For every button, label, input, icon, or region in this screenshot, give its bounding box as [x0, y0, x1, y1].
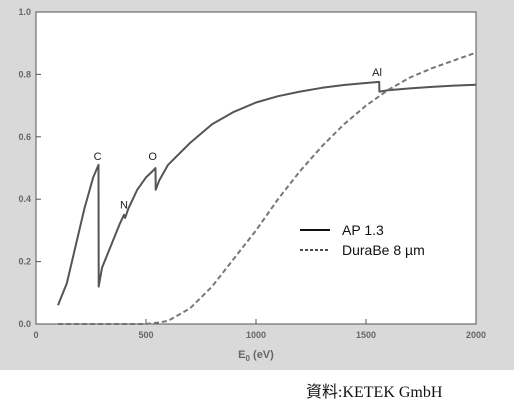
- x-axis-label-unit: (eV): [250, 349, 274, 361]
- x-tick-label: 500: [138, 330, 153, 340]
- series-line-durabe: [58, 51, 477, 325]
- edge-annotation-o: O: [148, 151, 157, 163]
- y-tick-label: 0.0: [18, 319, 31, 329]
- legend: AP 1.3 DuraBe 8 µm: [300, 222, 425, 258]
- chart-frame: 0 500 1000 1500 2000 0.0 0.2 0.4 0.6 0.8 1.0 C N O Al…: [0, 0, 514, 370]
- x-tick-label: 2000: [466, 330, 486, 340]
- x-tick-label: 0: [33, 330, 38, 340]
- chart-svg: 0 500 1000 1500 2000 0.0 0.2 0.4 0.6 0.8 1.0 C N O Al…: [18, 7, 486, 363]
- legend-label-durabe: DuraBe 8 µm: [342, 242, 425, 258]
- series-line-ap13: [57, 80, 477, 306]
- x-axis-label: E0 (eV): [238, 349, 274, 363]
- x-axis-label-subscript: 0: [246, 354, 251, 363]
- x-tick-label: 1500: [356, 330, 376, 340]
- y-tick-label: 0.6: [18, 132, 31, 142]
- edge-annotation-c: C: [94, 151, 102, 163]
- x-tick-label: 1000: [246, 330, 266, 340]
- x-axis-label-main: E: [238, 349, 245, 361]
- edge-annotation-n: N: [120, 200, 128, 212]
- plot-area: [35, 11, 477, 325]
- y-tick-label: 1.0: [18, 7, 31, 17]
- y-tick-label: 0.8: [18, 69, 31, 79]
- y-tick-label: 0.2: [18, 257, 31, 267]
- legend-label-ap13: AP 1.3: [342, 222, 384, 238]
- edge-annotation-al: Al: [372, 67, 382, 79]
- y-tick-label: 0.4: [18, 194, 31, 204]
- source-credit: 資料:KETEK GmbH: [306, 384, 443, 401]
